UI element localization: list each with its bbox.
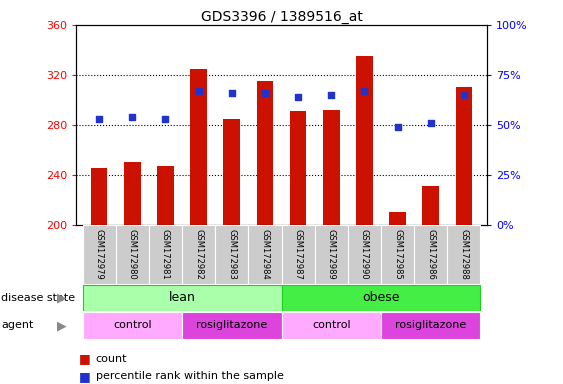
Text: obese: obese [362, 291, 400, 304]
Point [194, 88, 203, 94]
Bar [414, 225, 447, 284]
Text: ▶: ▶ [57, 291, 67, 304]
Point [161, 116, 170, 122]
Text: ■: ■ [79, 370, 91, 383]
Bar [290, 111, 306, 225]
Point [261, 90, 270, 96]
Bar [248, 225, 282, 284]
Point [95, 116, 104, 122]
Bar [315, 225, 348, 284]
Bar [455, 88, 472, 225]
Text: GSM172980: GSM172980 [128, 229, 137, 280]
Text: rosiglitazone: rosiglitazone [196, 320, 267, 331]
Point [360, 88, 369, 94]
Bar [182, 312, 282, 339]
Bar [157, 166, 174, 225]
Bar [422, 186, 439, 225]
Point [426, 120, 435, 126]
Text: GSM172984: GSM172984 [261, 229, 270, 280]
Bar [149, 225, 182, 284]
Bar [116, 225, 149, 284]
Text: GSM172983: GSM172983 [227, 229, 236, 280]
Text: GSM172985: GSM172985 [393, 229, 402, 280]
Text: GSM172989: GSM172989 [327, 229, 336, 280]
Text: GSM172990: GSM172990 [360, 229, 369, 280]
Bar [257, 81, 273, 225]
Text: GSM172986: GSM172986 [426, 229, 435, 280]
Text: agent: agent [1, 320, 34, 331]
Text: ■: ■ [79, 353, 91, 366]
Point [459, 92, 468, 98]
Point [393, 124, 402, 130]
Bar [356, 56, 373, 225]
Text: count: count [96, 354, 127, 364]
Bar [83, 285, 282, 311]
Bar [224, 119, 240, 225]
Text: GSM172979: GSM172979 [95, 229, 104, 280]
Bar [389, 212, 406, 225]
Text: control: control [312, 320, 351, 331]
Title: GDS3396 / 1389516_at: GDS3396 / 1389516_at [200, 10, 363, 24]
Bar [190, 69, 207, 225]
Bar [323, 110, 339, 225]
Point [227, 90, 236, 96]
Bar [381, 225, 414, 284]
Bar [83, 225, 116, 284]
Bar [282, 225, 315, 284]
Bar [282, 285, 480, 311]
Text: GSM172982: GSM172982 [194, 229, 203, 280]
Bar [282, 312, 381, 339]
Text: GSM172987: GSM172987 [293, 229, 302, 280]
Bar [447, 225, 480, 284]
Bar [381, 312, 480, 339]
Bar [83, 312, 182, 339]
Text: lean: lean [169, 291, 195, 304]
Text: control: control [113, 320, 151, 331]
Text: GSM172981: GSM172981 [161, 229, 170, 280]
Text: disease state: disease state [1, 293, 75, 303]
Point [128, 114, 137, 120]
Bar [215, 225, 248, 284]
Text: rosiglitazone: rosiglitazone [395, 320, 466, 331]
Point [327, 92, 336, 98]
Point [293, 94, 302, 100]
Text: GSM172988: GSM172988 [459, 229, 468, 280]
Text: ▶: ▶ [57, 319, 67, 332]
Bar [182, 225, 215, 284]
Bar [124, 162, 141, 225]
Bar [91, 169, 108, 225]
Bar [348, 225, 381, 284]
Text: percentile rank within the sample: percentile rank within the sample [96, 371, 284, 381]
